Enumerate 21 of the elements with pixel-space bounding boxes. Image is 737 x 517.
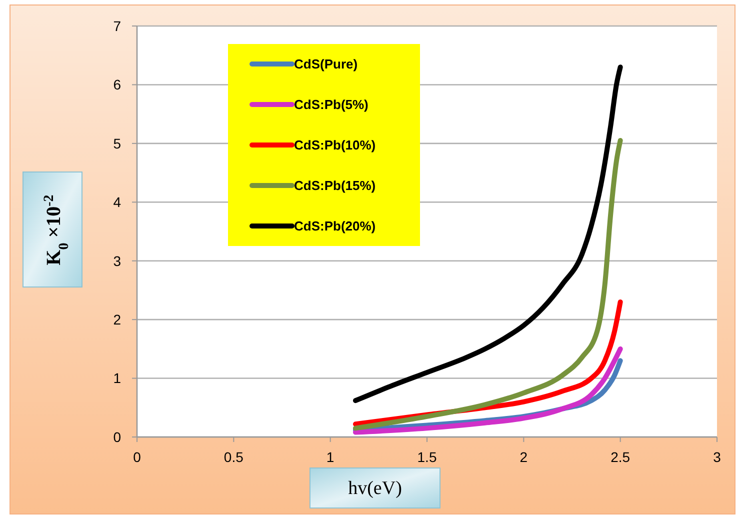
legend-label: CdS:Pb(20%)	[294, 218, 376, 234]
x-tick-label: 2	[520, 449, 528, 465]
y-tick-label: 7	[113, 18, 122, 34]
x-axis-title: hv(eV)	[348, 478, 402, 499]
y-tick-label: 2	[113, 311, 122, 328]
x-tick-label: 1	[326, 449, 334, 465]
x-tick-label: 0.5	[224, 449, 244, 465]
legend-label: CdS(Pure)	[294, 56, 358, 72]
legend-label: CdS:Pb(15%)	[294, 178, 376, 194]
x-tick-label: 3	[713, 449, 722, 465]
legend-label: CdS:Pb(5%)	[294, 97, 368, 112]
x-tick-label: 1.5	[417, 449, 437, 465]
x-tick-label: 0	[133, 449, 142, 465]
y-tick-label: 3	[113, 252, 122, 269]
y-tick-label: 6	[113, 76, 122, 93]
y-tick-label: 0	[113, 428, 122, 445]
legend-label: CdS:Pb(10%)	[294, 138, 376, 153]
y-tick-label: 4	[113, 194, 122, 210]
y-tick-label: 1	[113, 370, 122, 386]
y-tick-label: 5	[113, 135, 122, 152]
x-tick-label: 2.5	[610, 449, 630, 465]
